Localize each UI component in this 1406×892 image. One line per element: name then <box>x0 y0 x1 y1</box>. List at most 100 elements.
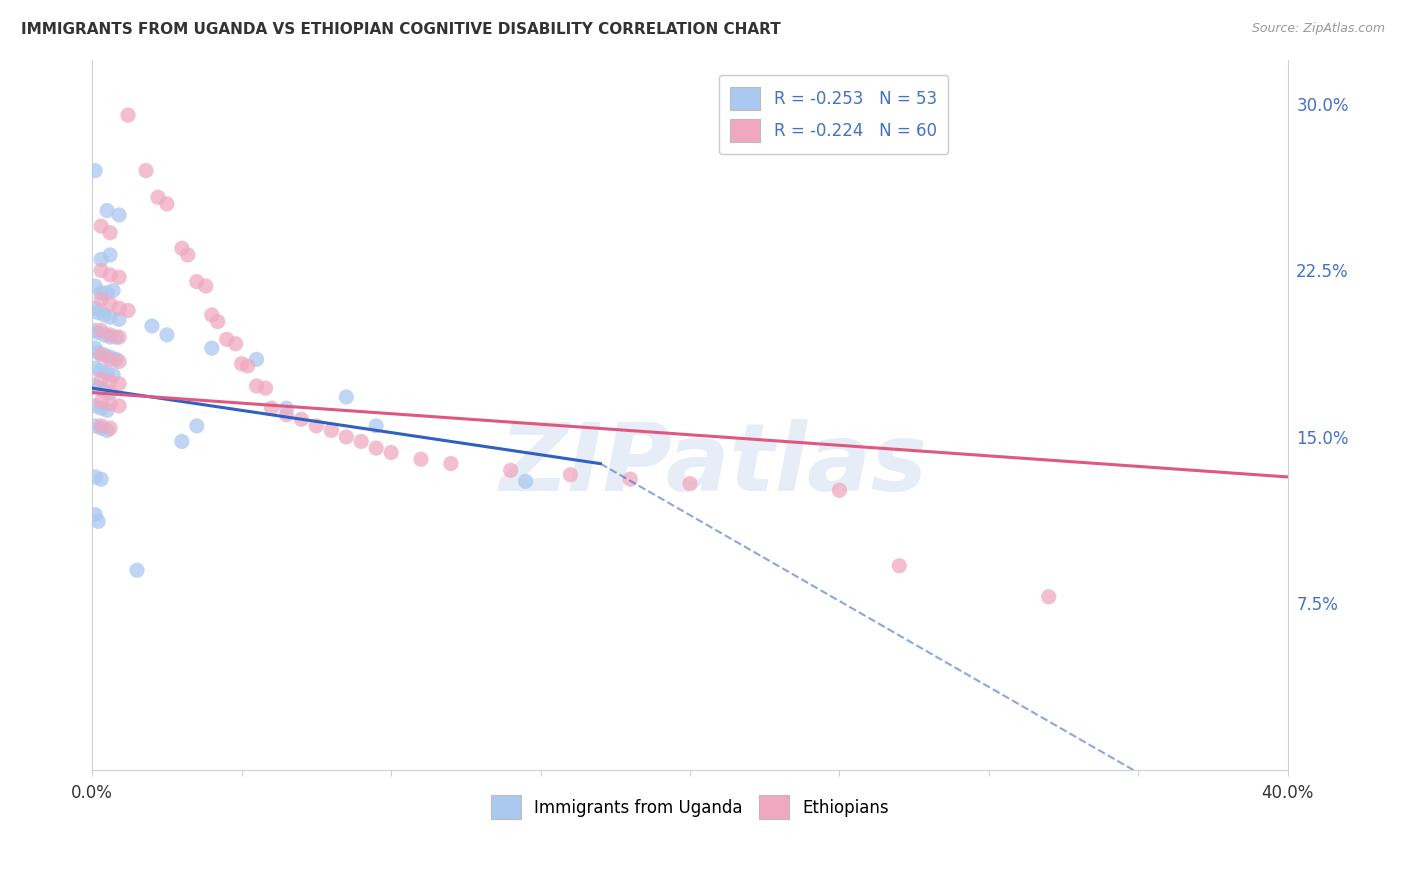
Point <box>117 303 139 318</box>
Point <box>87 381 110 395</box>
Point <box>98 397 121 411</box>
Point <box>141 318 163 333</box>
Point <box>98 226 121 240</box>
Point <box>84 341 107 355</box>
Point <box>90 323 112 337</box>
Point <box>117 108 139 122</box>
Point <box>90 418 112 433</box>
Point <box>105 352 128 367</box>
Point <box>186 418 208 433</box>
Point <box>1038 590 1060 604</box>
Point <box>84 470 107 484</box>
Point <box>156 197 179 211</box>
Point <box>254 381 277 395</box>
Point <box>87 514 110 528</box>
Point <box>225 336 247 351</box>
Point <box>515 475 537 489</box>
Legend: Immigrants from Uganda, Ethiopians: Immigrants from Uganda, Ethiopians <box>484 789 896 826</box>
Point <box>84 301 107 316</box>
Point <box>499 463 522 477</box>
Point <box>245 352 267 367</box>
Point <box>207 314 229 328</box>
Point <box>170 241 193 255</box>
Point <box>105 330 128 344</box>
Point <box>96 423 118 437</box>
Point <box>135 163 157 178</box>
Point <box>84 399 107 413</box>
Point <box>146 190 169 204</box>
Point <box>84 323 107 337</box>
Point <box>380 445 402 459</box>
Point <box>108 301 131 316</box>
Point <box>619 472 641 486</box>
Point <box>98 330 121 344</box>
Point <box>236 359 259 373</box>
Point <box>335 390 357 404</box>
Point <box>84 508 107 522</box>
Point <box>84 361 107 376</box>
Point <box>84 379 107 393</box>
Point <box>96 203 118 218</box>
Point <box>108 270 131 285</box>
Point <box>84 163 107 178</box>
Point <box>87 345 110 359</box>
Point <box>560 467 582 482</box>
Point <box>98 421 121 435</box>
Point <box>245 379 267 393</box>
Point <box>98 310 121 325</box>
Point <box>170 434 193 449</box>
Point <box>93 348 115 362</box>
Point <box>108 208 131 222</box>
Point <box>98 375 121 389</box>
Point <box>305 418 328 433</box>
Point <box>889 558 911 573</box>
Point <box>87 306 110 320</box>
Point <box>93 384 115 398</box>
Point <box>96 366 118 380</box>
Point <box>350 434 373 449</box>
Point <box>366 441 388 455</box>
Point <box>90 252 112 267</box>
Point <box>276 401 298 416</box>
Point <box>98 248 121 262</box>
Point <box>90 421 112 435</box>
Point <box>84 279 107 293</box>
Point <box>90 394 112 409</box>
Point <box>93 308 115 322</box>
Point <box>90 263 112 277</box>
Point <box>96 403 118 417</box>
Point <box>108 312 131 326</box>
Point <box>98 268 121 282</box>
Point <box>90 363 112 377</box>
Point <box>98 385 121 400</box>
Point <box>679 476 702 491</box>
Point <box>90 472 112 486</box>
Point <box>90 285 112 300</box>
Point <box>828 483 851 498</box>
Point <box>177 248 200 262</box>
Point <box>108 330 131 344</box>
Point <box>98 352 121 367</box>
Point <box>98 327 121 342</box>
Point <box>366 418 388 433</box>
Point <box>215 332 238 346</box>
Point <box>201 341 224 355</box>
Text: Source: ZipAtlas.com: Source: ZipAtlas.com <box>1251 22 1385 36</box>
Point <box>90 348 112 362</box>
Point <box>125 563 148 577</box>
Point <box>87 326 110 340</box>
Point <box>96 285 118 300</box>
Point <box>90 372 112 386</box>
Point <box>335 430 357 444</box>
Point <box>108 354 131 368</box>
Point <box>201 308 224 322</box>
Point <box>186 275 208 289</box>
Text: ZIPatlas: ZIPatlas <box>501 418 928 510</box>
Point <box>90 401 112 416</box>
Point <box>84 418 107 433</box>
Point <box>276 408 298 422</box>
Point <box>101 368 124 382</box>
Point <box>260 401 283 416</box>
Point <box>108 399 131 413</box>
Point <box>194 279 217 293</box>
